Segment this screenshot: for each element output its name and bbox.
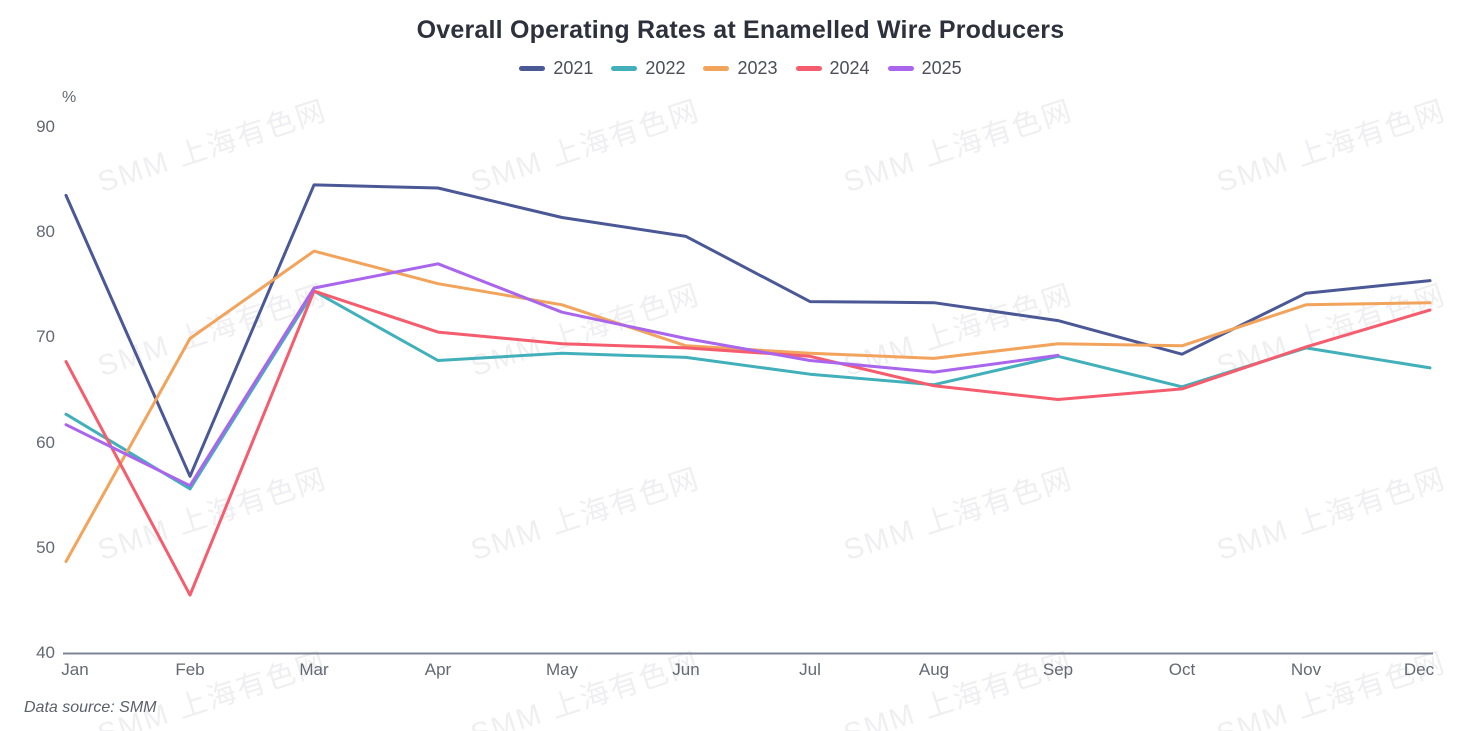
x-axis-tick-label: Oct (1168, 660, 1196, 679)
series-line-2025 (64, 262, 1060, 488)
x-axis-tick-label: Jan (61, 660, 89, 679)
legend-item-2021[interactable]: 2021 (519, 58, 593, 79)
x-axis-tick-label: Mar (299, 660, 329, 679)
y-axis-tick-label: 80 (36, 222, 55, 242)
legend-swatch-icon (703, 66, 730, 71)
legend-label: 2022 (645, 58, 686, 78)
x-axis-tick-label: Nov (1290, 660, 1322, 679)
series-line-2021 (64, 183, 1432, 478)
series-line-2022 (64, 289, 1432, 491)
legend-item-2024[interactable]: 2024 (795, 58, 870, 79)
legend-label: 2024 (829, 58, 870, 78)
legend-swatch-icon (519, 66, 546, 71)
x-axis-tick-label: Feb (175, 660, 205, 679)
x-axis-tick-label: Aug (918, 660, 950, 679)
legend-label: 2025 (921, 58, 962, 78)
y-axis-tick-label: 70 (36, 327, 55, 347)
x-axis-tick-label: Jun (672, 660, 700, 679)
x-axis-tick-label: Jul (799, 660, 821, 679)
chart-title: Overall Operating Rates at Enamelled Wir… (416, 16, 1065, 44)
y-axis-tick-label: 60 (36, 432, 55, 452)
x-axis-tick-label: Sep (1042, 660, 1074, 679)
data-source-note: Data source: SMM (24, 699, 157, 716)
y-axis-unit-label: % (62, 89, 77, 106)
legend-swatch-icon (795, 66, 822, 71)
legend-swatch-icon (887, 66, 914, 71)
series-line-2024 (64, 289, 1432, 597)
x-axis-tick-label: Apr (424, 660, 452, 679)
legend-swatch-icon (611, 66, 638, 71)
series-line-2023 (64, 249, 1432, 563)
legend-item-2022[interactable]: 2022 (611, 58, 685, 79)
y-axis-tick-label: 50 (36, 537, 55, 557)
legend-item-2023[interactable]: 2023 (703, 58, 778, 79)
x-axis-tick-label: Dec (1403, 660, 1435, 679)
y-axis-tick-label: 40 (36, 643, 55, 662)
legend-item-2025[interactable]: 2025 (887, 58, 962, 79)
legend-label: 2021 (553, 58, 594, 78)
y-axis-tick-label: 90 (36, 117, 55, 136)
legend: 2021 2022 2023 2024 2025 (0, 58, 1481, 79)
x-axis-tick-label: May (545, 660, 579, 679)
legend-label: 2023 (737, 58, 778, 78)
